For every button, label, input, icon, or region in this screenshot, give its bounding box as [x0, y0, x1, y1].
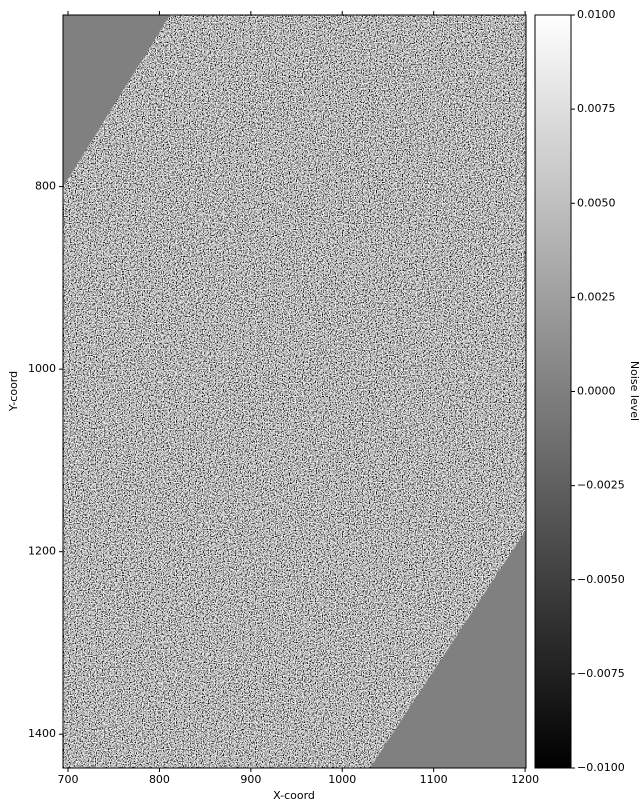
y-tick-label: 1400: [28, 727, 56, 740]
colorbar-tick-label: 0.0000: [577, 385, 616, 398]
x-axis-label: X-coord: [273, 789, 315, 801]
colorbar-tick-label: 0.0100: [577, 8, 616, 21]
colorbar-tick-label: 0.0025: [577, 290, 616, 303]
x-tick-label: 700: [58, 773, 79, 786]
x-tick-label: 1000: [328, 773, 356, 786]
x-tick-label: 1200: [511, 773, 539, 786]
y-axis-label: Y-coord: [7, 371, 20, 412]
colorbar-tick-label: −0.0050: [577, 573, 625, 586]
y-tick-label: 1200: [28, 545, 56, 558]
colorbar-tick-label: 0.0075: [577, 102, 616, 115]
noise-image: [63, 15, 526, 768]
y-tick-label: 1000: [28, 362, 56, 375]
colorbar: [534, 14, 572, 769]
y-tick-label: 800: [35, 180, 56, 193]
x-tick-label: 900: [240, 773, 261, 786]
colorbar-tick-label: −0.0025: [577, 479, 625, 492]
colorbar-tick-label: −0.0100: [577, 761, 625, 774]
colorbar-label: Noise level: [628, 361, 641, 421]
x-tick-label: 800: [149, 773, 170, 786]
colorbar-tick-label: 0.0050: [577, 196, 616, 209]
colorbar-tick-label: −0.0075: [577, 667, 625, 680]
plot-frame: [62, 14, 527, 769]
x-tick-label: 1100: [420, 773, 448, 786]
